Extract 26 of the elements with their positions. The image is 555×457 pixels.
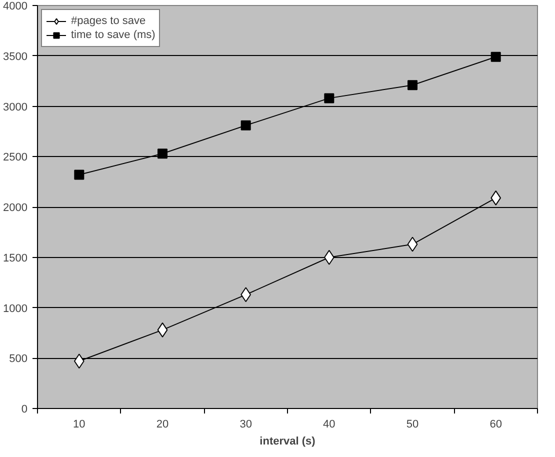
y-tick-label: 1500 bbox=[3, 252, 28, 264]
y-tick-label: 1000 bbox=[3, 302, 28, 315]
y-tick-label: 500 bbox=[9, 353, 28, 366]
point bbox=[407, 236, 418, 252]
y-tick-label: 4000 bbox=[3, 0, 28, 12]
x-tick-label: 30 bbox=[240, 418, 252, 430]
x-tick-label: 40 bbox=[323, 418, 336, 430]
x-axis-title: interval (s) bbox=[260, 436, 316, 448]
x-tick-label: 20 bbox=[156, 418, 169, 430]
point bbox=[158, 148, 168, 159]
y-tick-label: 0 bbox=[21, 404, 28, 416]
point bbox=[157, 322, 168, 338]
y-tick-label: 2000 bbox=[3, 202, 28, 214]
x-tick-label: 50 bbox=[406, 418, 419, 430]
legend-label: #pages to save bbox=[71, 14, 146, 28]
point bbox=[240, 120, 251, 130]
y-tick-label: 3500 bbox=[3, 50, 28, 63]
point bbox=[490, 52, 501, 62]
x-tick-label: 10 bbox=[73, 418, 86, 430]
y-tick-label: 3000 bbox=[3, 101, 28, 114]
point bbox=[74, 170, 84, 180]
y-tick-label: 2500 bbox=[3, 152, 28, 164]
x-tick-label: 60 bbox=[490, 418, 502, 430]
point bbox=[324, 93, 334, 104]
point bbox=[408, 80, 418, 90]
legend-label: time to save (ms) bbox=[71, 28, 156, 42]
